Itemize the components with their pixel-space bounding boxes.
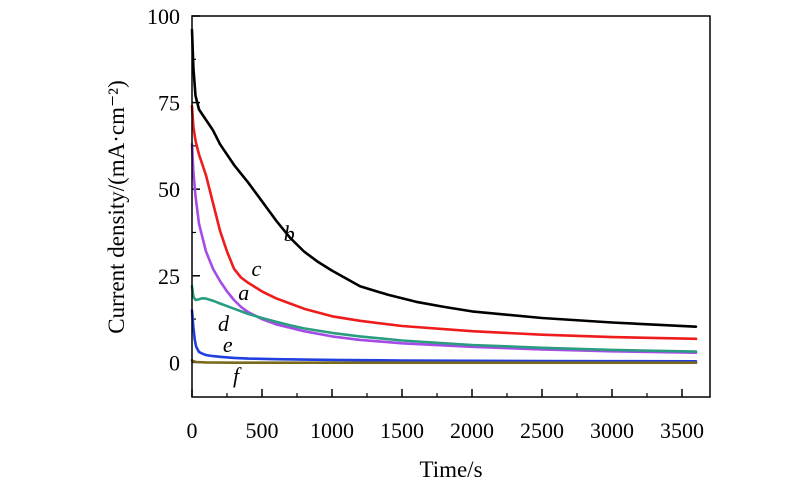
tick-labels: 0 500 1000 1500 2000 2500 3000 3500 0 25 50 75 100 [147,4,704,443]
series-line-e [190,309,698,363]
curve-label-a: a [238,280,249,305]
series-lines [190,28,698,364]
y-tick-label: 50 [158,177,180,202]
y-tick-label: 75 [158,91,180,116]
x-tick-label: 1500 [380,418,424,443]
x-tick-label: 3000 [590,418,634,443]
x-tick-label: 0 [187,418,198,443]
curve-label-b: b [284,221,295,246]
y-tick-label: 0 [169,350,180,375]
x-tick-label: 500 [246,418,279,443]
series-line-f [190,359,698,364]
series-line-c [190,104,698,341]
plot-frame [191,15,711,398]
x-axis-label: Time/s [419,457,482,482]
y-tick-label: 100 [147,4,180,29]
curve-label-f: f [233,363,242,388]
series-line-d [190,284,698,353]
y-tick-label: 25 [158,264,180,289]
series-line-b [190,28,698,328]
x-tick-label: 3500 [660,418,704,443]
curve-label-e: e [223,332,233,357]
x-tick-label: 2000 [450,418,494,443]
x-tick-label: 2500 [520,418,564,443]
curve-label-d: d [218,311,230,336]
x-tick-label: 1000 [310,418,354,443]
curve-label-c: c [252,256,262,281]
y-axis-label: Current density/(mA·cm⁻²) [104,80,129,333]
series-line-a [190,142,698,354]
